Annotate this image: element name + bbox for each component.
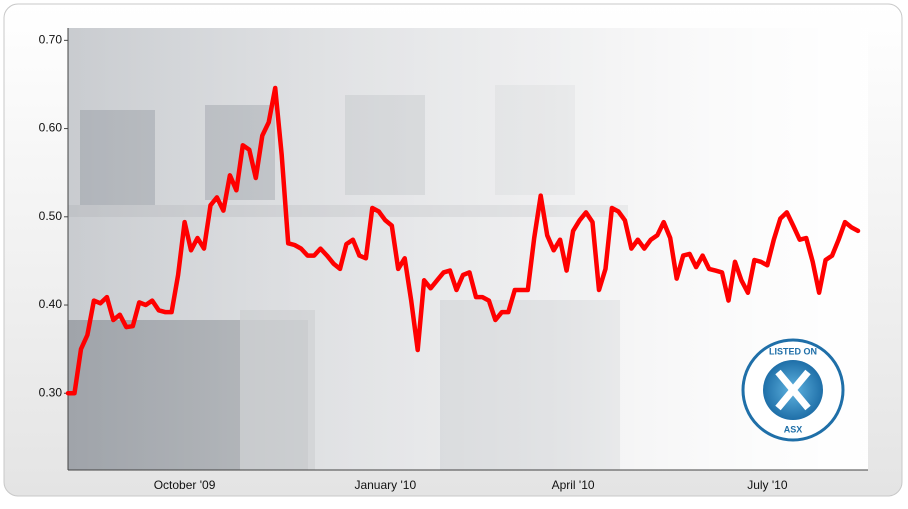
x-tick-label: January '10 (354, 478, 416, 492)
x-tick-label: October '09 (154, 478, 216, 492)
y-tick-label: 0.70 (39, 33, 63, 47)
logo-bottom: ASX (784, 424, 803, 434)
y-tick-label: 0.30 (39, 385, 63, 399)
x-tick-label: July '10 (747, 478, 788, 492)
x-tick-label: April '10 (552, 478, 595, 492)
logo: LISTED ON ASX (743, 340, 843, 440)
logo-top: LISTED ON (769, 346, 817, 356)
chart: LISTED ON ASX 0.30 0.40 0.50 0.60 0.70 Octobe… (0, 0, 908, 504)
page: LISTED ON ASX 0.30 0.40 0.50 0.60 0.70 Octobe… (0, 0, 908, 504)
y-tick-label: 0.50 (39, 209, 63, 223)
y-tick-label: 0.60 (39, 121, 63, 135)
y-tick-label: 0.40 (39, 297, 63, 311)
